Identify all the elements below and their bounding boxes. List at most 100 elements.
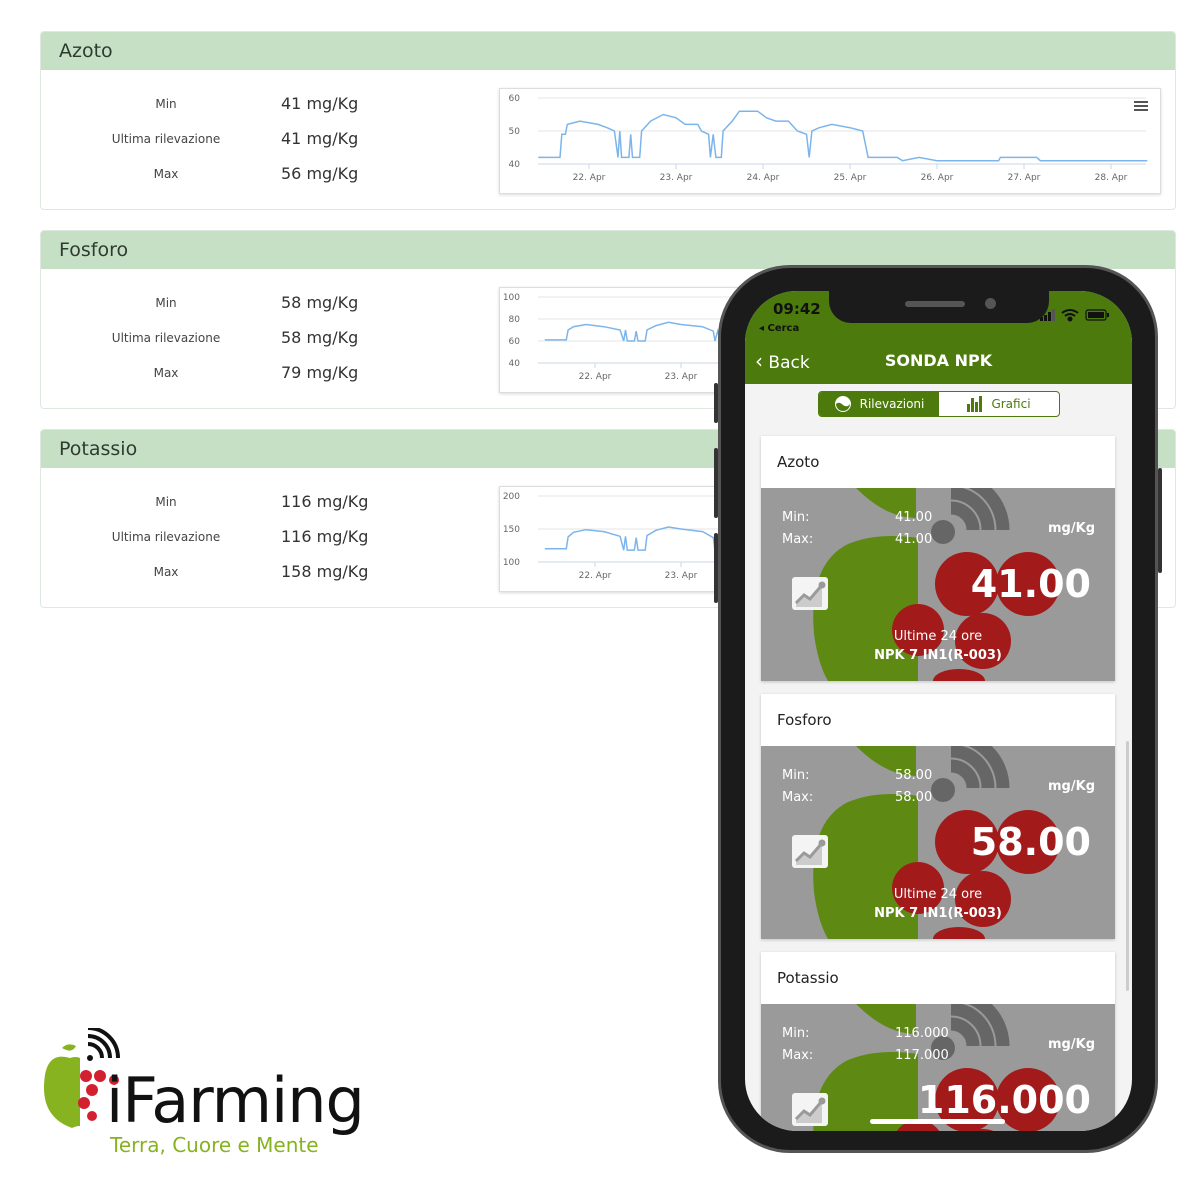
view-segmented-control: Rilevazioni Grafici [818, 391, 1060, 417]
max-value: 117.000 [895, 1048, 949, 1063]
y-tick-label: 50 [509, 127, 521, 137]
y-tick-label: 40 [509, 160, 521, 170]
stat-row: Max 56 mg/Kg [41, 164, 501, 184]
stat-label: Max [153, 565, 179, 579]
x-tick-label: 23. Apr [660, 173, 693, 183]
y-tick-label: 100 [503, 293, 520, 303]
x-tick-label: 26. Apr [921, 173, 954, 183]
scrollbar[interactable] [1126, 741, 1129, 991]
x-tick-label: 23. Apr [665, 571, 698, 581]
home-indicator[interactable] [870, 1119, 1005, 1124]
stat-label: Ultima rilevazione [111, 132, 221, 146]
logo-apple-icon [44, 1028, 120, 1128]
y-tick-label: 100 [503, 558, 520, 568]
status-time: 09:42 [773, 300, 821, 318]
device-label: NPK 7 IN1(R-003) [874, 648, 1002, 663]
x-tick-label: 22. Apr [573, 173, 606, 183]
card-azoto[interactable]: Azoto Min: 41.00 Max: 41.00 mg/Kg 41.00 … [761, 436, 1115, 681]
max-label: Max: [782, 532, 814, 547]
period-label: Ultime 24 ore [893, 629, 983, 644]
wifi-icon [1061, 309, 1079, 322]
phone-mute-switch [714, 383, 718, 423]
max-label: Max: [782, 1048, 814, 1063]
min-label: Min: [782, 1026, 810, 1041]
series-line [538, 110, 1148, 162]
stat-value: 158 mg/Kg [281, 562, 369, 581]
stat-value: 56 mg/Kg [281, 164, 359, 183]
stat-row: Ultima rilevazione 58 mg/Kg [41, 328, 501, 348]
min-label: Min: [782, 510, 810, 525]
min-value: 41.00 [895, 510, 933, 525]
current-value: 116.000 [917, 1078, 1091, 1122]
unit-label: mg/Kg [1048, 521, 1095, 536]
chevron-left-icon: ‹ [755, 349, 763, 373]
x-tick-label: 22. Apr [579, 372, 612, 382]
tab-grafici[interactable]: Grafici [939, 392, 1059, 416]
card-title: Azoto [761, 436, 1115, 488]
y-tick-label: 200 [503, 492, 520, 502]
panel-azoto: Azoto Min 41 mg/Kg Ultima rilevazione 41 mg/… [40, 31, 1176, 210]
max-value: 41.00 [895, 532, 933, 547]
wifi-icon [87, 1028, 120, 1059]
back-to-app-link[interactable]: ◂ Cerca [759, 323, 800, 334]
max-label: Max: [782, 790, 814, 805]
device-label: NPK 7 IN1(R-003) [874, 906, 1002, 921]
y-tick-label: 150 [503, 525, 520, 535]
y-tick-label: 40 [509, 359, 521, 369]
panel-title: Fosforo [41, 231, 1175, 269]
line-chart: 60 50 40 22. Apr 23. Apr 24. Apr 25. Apr 26. Ap… [499, 88, 1161, 194]
stat-label: Ultima rilevazione [111, 530, 221, 544]
card-reading: Min: 116.000 Max: 117.000 mg/Kg 116.000 … [761, 1004, 1115, 1131]
signal-icon [1040, 309, 1055, 321]
card-potassio[interactable]: Potassio Min: 116.000 Max: 117.000 mg/Kg… [761, 952, 1115, 1131]
x-tick-label: 23. Apr [665, 372, 698, 382]
stat-value: 41 mg/Kg [281, 94, 359, 113]
trend-chart-icon[interactable] [792, 1093, 828, 1126]
status-icons [1040, 309, 1109, 322]
phone-volume-up [714, 448, 718, 518]
min-value: 116.000 [895, 1026, 949, 1041]
trend-chart-icon[interactable] [792, 835, 828, 868]
gauge-icon [834, 396, 851, 412]
x-tick-label: 24. Apr [747, 173, 780, 183]
current-value: 58.00 [970, 820, 1091, 864]
card-reading: Min: 41.00 Max: 41.00 mg/Kg 41.00 Ultime… [761, 488, 1115, 681]
max-value: 58.00 [895, 790, 933, 805]
stat-value: 58 mg/Kg [281, 293, 359, 312]
ifarming-logo: iFarming Terra, Cuore e Mente [40, 1028, 365, 1163]
card-fosforo[interactable]: Fosforo Min: 58.00 Max: 58.00 mg/Kg 58.0… [761, 694, 1115, 939]
tab-rilevazioni[interactable]: Rilevazioni [819, 392, 939, 416]
tab-label: Rilevazioni [859, 397, 925, 411]
min-value: 58.00 [895, 768, 933, 783]
bar-chart-icon [967, 396, 983, 412]
stat-row: Max 79 mg/Kg [41, 363, 501, 383]
stat-value: 116 mg/Kg [281, 527, 369, 546]
stat-label: Min [155, 495, 177, 509]
logo-tagline: Terra, Cuore e Mente [110, 1133, 319, 1157]
card-background-logo [813, 488, 1060, 681]
stat-label: Min [155, 296, 177, 310]
phone-mockup: 09:42 ◂ Cerca ‹ Back SONDA NPK Rilevazio… [714, 265, 1162, 1153]
panel-title: Azoto [41, 32, 1175, 70]
stat-label: Ultima rilevazione [111, 331, 221, 345]
stat-row: Ultima rilevazione 116 mg/Kg [41, 527, 501, 547]
card-title: Fosforo [761, 694, 1115, 746]
speaker-grille [905, 301, 965, 307]
stat-value: 116 mg/Kg [281, 492, 369, 511]
x-tick-label: 27. Apr [1008, 173, 1041, 183]
stat-value: 79 mg/Kg [281, 363, 359, 382]
stat-row: Min 41 mg/Kg [41, 94, 501, 114]
stat-value: 41 mg/Kg [281, 129, 359, 148]
battery-icon [1085, 309, 1109, 321]
stat-row: Max 158 mg/Kg [41, 562, 501, 582]
tab-label: Grafici [991, 397, 1031, 411]
x-tick-label: 22. Apr [579, 571, 612, 581]
back-button[interactable]: ‹ Back [755, 349, 810, 373]
y-tick-label: 60 [509, 94, 521, 104]
hamburger-icon[interactable] [1134, 101, 1148, 113]
unit-label: mg/Kg [1048, 779, 1095, 794]
stat-label: Min [155, 97, 177, 111]
trend-chart-icon[interactable] [792, 577, 828, 610]
card-background-logo [813, 746, 1060, 939]
min-label: Min: [782, 768, 810, 783]
